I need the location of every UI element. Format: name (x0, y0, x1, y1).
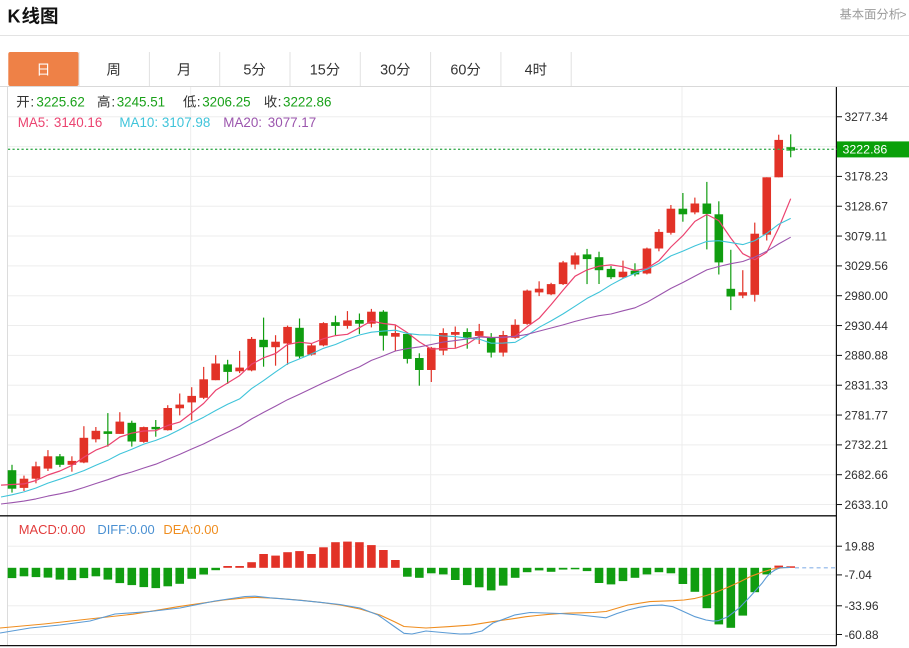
svg-text:-7.04: -7.04 (845, 568, 873, 582)
svg-text:3029.56: 3029.56 (845, 259, 889, 273)
svg-text:3225.62: 3225.62 (36, 95, 84, 110)
svg-text:3222.86: 3222.86 (843, 143, 888, 157)
svg-text:2732.21: 2732.21 (845, 438, 889, 452)
svg-text:MA5:: MA5: (18, 115, 49, 130)
svg-text:3178.23: 3178.23 (845, 170, 889, 184)
svg-text:DIFF:0.00: DIFF:0.00 (97, 522, 154, 537)
svg-text:-60.88: -60.88 (845, 628, 879, 642)
svg-text:3277.34: 3277.34 (845, 110, 889, 124)
svg-text::: : (111, 95, 115, 110)
svg-text:2980.00: 2980.00 (845, 289, 889, 303)
svg-text:MACD:0.00: MACD:0.00 (19, 522, 86, 537)
svg-text:2781.77: 2781.77 (845, 408, 889, 422)
svg-text::: : (30, 95, 34, 110)
svg-text:2930.44: 2930.44 (845, 319, 889, 333)
svg-text:19.88: 19.88 (845, 540, 875, 554)
svg-text:2880.88: 2880.88 (845, 349, 889, 363)
svg-text:30: 30 (380, 63, 396, 79)
svg-text:15: 15 (310, 63, 326, 79)
svg-text:3107.98: 3107.98 (162, 115, 210, 130)
svg-text:-33.96: -33.96 (845, 599, 879, 613)
svg-text:3222.86: 3222.86 (283, 95, 331, 110)
svg-text:K: K (8, 7, 21, 27)
svg-text:3140.16: 3140.16 (54, 115, 102, 130)
svg-text:3128.67: 3128.67 (845, 200, 889, 214)
svg-text:>: > (900, 8, 907, 22)
svg-text:3079.11: 3079.11 (845, 229, 888, 243)
svg-text:2831.33: 2831.33 (845, 379, 889, 393)
svg-text:3206.25: 3206.25 (202, 95, 250, 110)
svg-text:5: 5 (243, 63, 251, 79)
svg-text:3077.17: 3077.17 (268, 115, 316, 130)
svg-text::: : (278, 95, 282, 110)
svg-text:2633.10: 2633.10 (845, 498, 889, 512)
svg-text:MA10:: MA10: (119, 115, 158, 130)
svg-text:DEA:0.00: DEA:0.00 (163, 522, 218, 537)
svg-text:MA20:: MA20: (223, 115, 262, 130)
svg-text::: : (197, 95, 201, 110)
svg-text:2682.66: 2682.66 (845, 468, 889, 482)
svg-text:60: 60 (450, 63, 466, 79)
svg-text:3245.51: 3245.51 (117, 95, 165, 110)
svg-text:4: 4 (525, 63, 533, 79)
